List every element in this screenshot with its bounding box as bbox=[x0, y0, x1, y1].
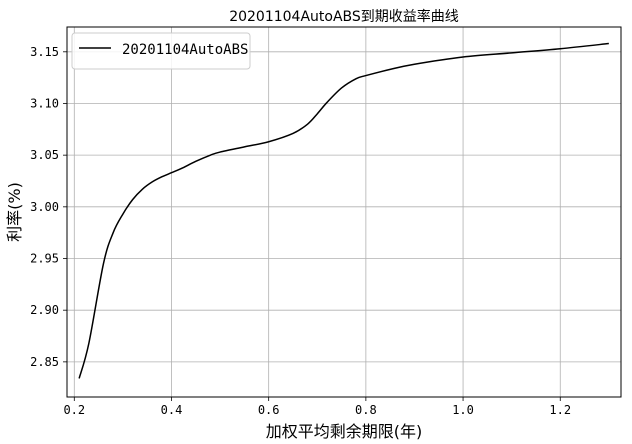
series-layer bbox=[78, 42, 609, 379]
x-tick-label: 0.6 bbox=[258, 403, 280, 417]
y-tick-label: 2.90 bbox=[30, 303, 59, 317]
series-line-20201104autoabs bbox=[78, 42, 609, 379]
y-tick-label: 3.15 bbox=[30, 45, 59, 59]
plot-frame bbox=[66, 26, 622, 398]
chart-title: 20201104AutoABS到期收益率曲线 bbox=[229, 8, 459, 25]
tick-layer: 0.2 0.4 0.6 0.8 1.0 1.2 2.85 2.90 2.95 3.00 3.05 3.… bbox=[30, 45, 571, 417]
grid-lines bbox=[67, 27, 621, 397]
x-axis-title: 加权平均剩余期限(年) bbox=[266, 422, 423, 441]
y-tick-label: 2.85 bbox=[30, 355, 59, 369]
x-tick-label: 0.2 bbox=[63, 403, 85, 417]
x-tick-label: 0.4 bbox=[161, 403, 183, 417]
y-tick-label: 2.95 bbox=[30, 252, 59, 266]
legend-box bbox=[71, 32, 251, 70]
y-axis-title: 利率(%) bbox=[5, 182, 24, 242]
x-tick-label: 1.0 bbox=[452, 403, 474, 417]
x-tick-label: 0.8 bbox=[355, 403, 377, 417]
y-tick-label: 3.10 bbox=[30, 96, 59, 110]
y-tick-label: 3.05 bbox=[30, 148, 59, 162]
y-tick-label: 3.00 bbox=[30, 200, 59, 214]
legend-label: 20201104AutoABS bbox=[122, 42, 248, 58]
x-tick-label: 1.2 bbox=[549, 403, 571, 417]
legend: 20201104AutoABS bbox=[71, 32, 251, 70]
